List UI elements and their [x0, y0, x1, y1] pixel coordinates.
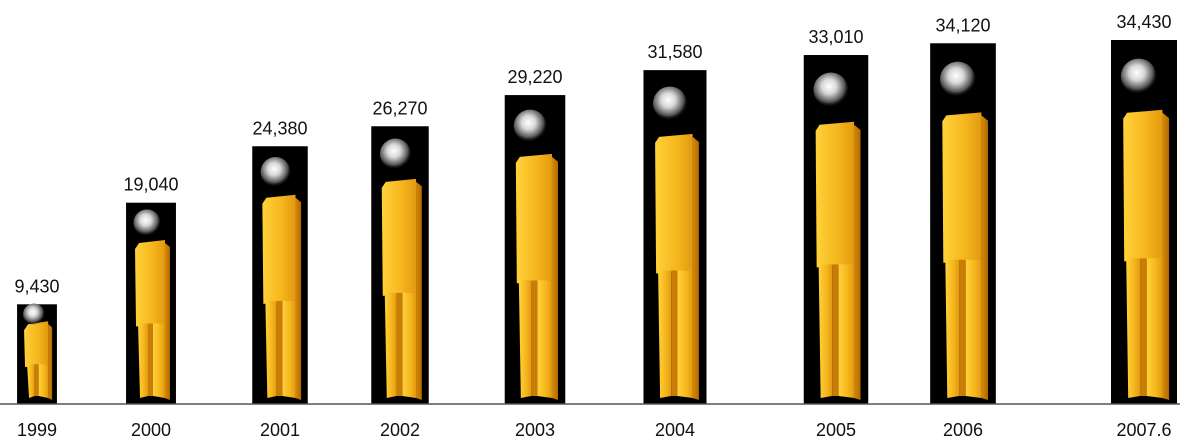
value-label: 24,380	[252, 118, 307, 138]
bar-2002	[371, 126, 429, 404]
x-tick-label: 2003	[515, 420, 555, 440]
head-icon	[940, 61, 976, 98]
person-icon	[652, 86, 699, 401]
value-label: 9,430	[14, 276, 59, 296]
bar-2005	[803, 55, 869, 405]
bar-2001	[252, 146, 308, 404]
person-icon	[133, 209, 170, 400]
x-tick-label: 2001	[260, 420, 300, 440]
value-label: 26,270	[372, 98, 427, 118]
head-icon	[813, 72, 849, 108]
head-icon	[652, 86, 687, 121]
x-tick-label: 2004	[655, 420, 695, 440]
person-icon	[379, 138, 422, 400]
bar-1999	[17, 303, 57, 404]
person-icon	[513, 109, 559, 400]
head-icon	[513, 109, 547, 143]
person-icon	[260, 157, 302, 400]
head-icon	[23, 303, 45, 326]
head-icon	[260, 157, 291, 188]
value-label: 31,580	[647, 42, 702, 62]
bar-2007.6	[1111, 40, 1177, 404]
person-icon	[813, 72, 861, 400]
head-icon	[379, 138, 411, 170]
bar-2000	[126, 202, 176, 404]
head-icon	[133, 209, 161, 237]
value-label: 34,430	[1116, 12, 1171, 32]
value-label: 29,220	[507, 67, 562, 87]
value-label: 33,010	[808, 27, 863, 47]
person-icon	[940, 61, 988, 400]
head-icon	[1120, 58, 1157, 95]
person-icon	[1120, 58, 1170, 401]
x-tick-label: 1999	[17, 420, 57, 440]
x-tick-label: 2002	[380, 420, 420, 440]
bar-2006	[930, 43, 996, 404]
bar-2003	[504, 95, 566, 405]
value-label: 19,040	[123, 175, 178, 195]
x-tick-label: 2006	[943, 420, 983, 440]
x-tick-label: 2000	[131, 420, 171, 440]
person-icon	[23, 303, 53, 400]
x-tick-label: 2005	[816, 420, 856, 440]
bar-2004	[643, 70, 707, 404]
value-label: 34,120	[935, 15, 990, 35]
x-tick-label: 2007.6	[1116, 420, 1171, 440]
